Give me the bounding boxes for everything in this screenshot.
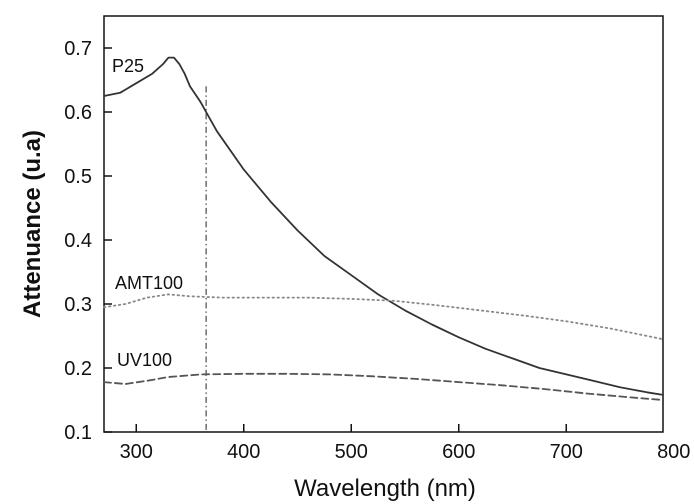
y-tick-label: 0.2 xyxy=(64,358,92,380)
y-tick-label: 0.1 xyxy=(64,422,92,444)
y-tick-label: 0.5 xyxy=(64,166,92,188)
x-tick-label: 400 xyxy=(227,441,260,463)
y-tick-label: 0.4 xyxy=(64,230,92,252)
y-tick-label: 0.6 xyxy=(64,102,92,124)
series-label-p25: P25 xyxy=(112,56,144,76)
y-axis-title: Attenuance (u.a) xyxy=(19,130,46,318)
x-tick-label: 800 xyxy=(657,441,690,463)
plot-frame xyxy=(103,15,664,433)
x-axis: 300 400 500 600 700 800 xyxy=(120,424,690,463)
x-tick-label: 700 xyxy=(550,441,583,463)
series-line-p25 xyxy=(103,56,664,396)
x-tick-label: 500 xyxy=(335,441,368,463)
x-tick-label: 300 xyxy=(120,441,153,463)
y-tick-label: 0.3 xyxy=(64,294,92,316)
y-tick-label: 0.7 xyxy=(64,38,92,60)
series-line-amt100 xyxy=(103,293,664,341)
x-axis-title: Wavelength (nm) xyxy=(294,475,476,502)
series-line-uv100 xyxy=(103,372,664,401)
series-label-layer: P25 AMT100 UV100 xyxy=(112,56,183,370)
x-tick-label: 600 xyxy=(442,441,475,463)
series-layer xyxy=(103,56,664,401)
y-axis: 0.1 0.2 0.3 0.4 0.5 0.6 0.7 xyxy=(64,38,112,444)
series-label-uv100: UV100 xyxy=(117,350,172,370)
series-label-amt100: AMT100 xyxy=(115,273,183,293)
